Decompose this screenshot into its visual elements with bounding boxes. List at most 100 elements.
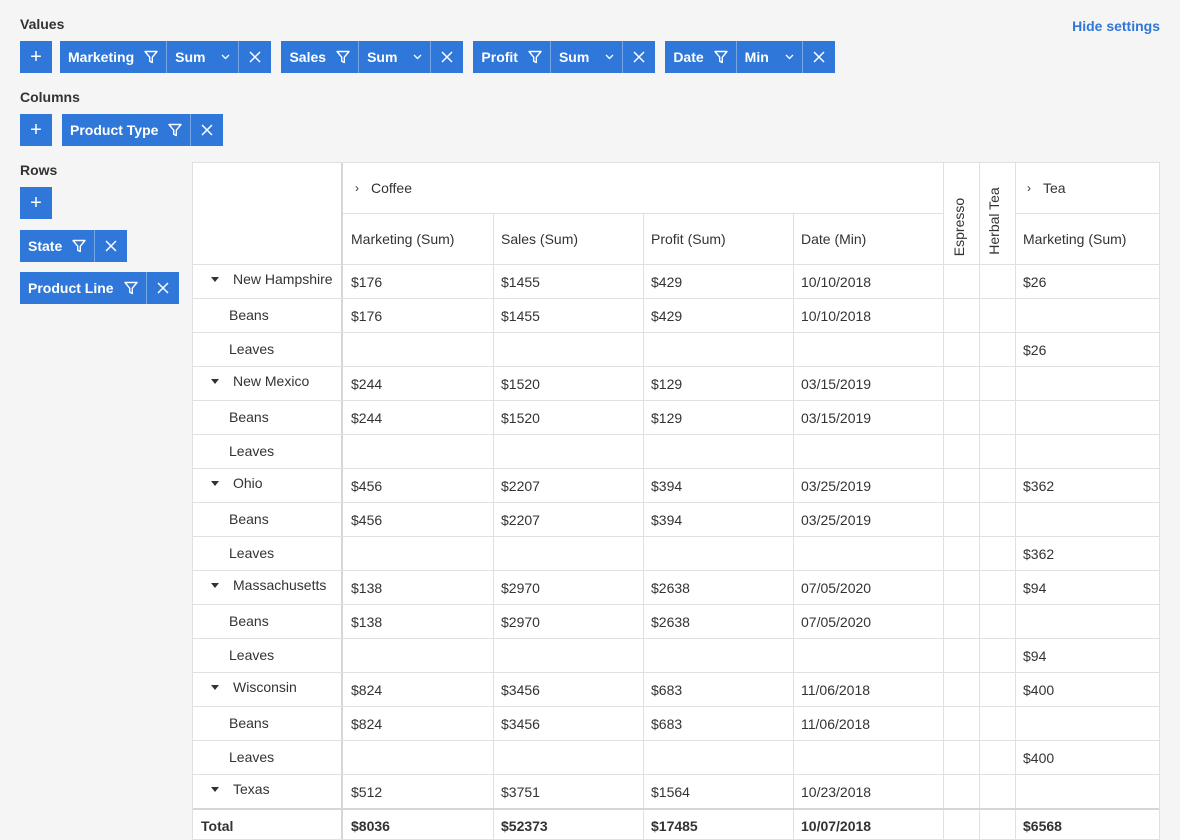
caret-down-icon[interactable]	[211, 481, 219, 486]
data-cell: $94	[1023, 648, 1047, 664]
data-cell: $2970	[501, 614, 540, 630]
col-header[interactable]: Sales (Sum)	[501, 230, 579, 247]
row-child-header: Beans	[193, 400, 341, 434]
value-pill-profit[interactable]: Profit Sum	[473, 41, 656, 73]
row-group-header[interactable]: New Hampshire	[193, 264, 341, 298]
value-pill-marketing[interactable]: Marketing Sum	[60, 41, 272, 73]
row-pill-state[interactable]: State	[20, 230, 128, 262]
data-cell: 03/15/2019	[801, 376, 872, 392]
value-pill-sales[interactable]: Sales Sum	[281, 41, 464, 73]
close-icon	[441, 51, 453, 63]
data-cell: $2207	[501, 512, 540, 528]
remove-column-button[interactable]	[191, 114, 223, 146]
data-cell	[351, 638, 491, 672]
data-cell	[801, 434, 941, 468]
data-cell: $129	[651, 376, 683, 392]
remove-row-button[interactable]	[95, 230, 127, 262]
data-cell: $1520	[501, 410, 540, 426]
row-group-header[interactable]: Wisconsin	[193, 672, 341, 706]
remove-value-button[interactable]	[623, 41, 655, 73]
row-label: Beans	[229, 715, 269, 731]
close-icon	[157, 282, 169, 294]
row-label: Leaves	[229, 749, 275, 765]
row-group-header[interactable]: Massachusetts	[193, 570, 341, 604]
data-cell: 03/25/2019	[801, 512, 872, 528]
columns-label: Columns	[20, 89, 80, 105]
data-cell: $400	[1023, 682, 1055, 698]
aggregation-select[interactable]: Min	[737, 41, 803, 73]
data-cell	[501, 740, 641, 774]
chevron-right-icon: ›	[355, 181, 359, 195]
col-group-label: Coffee	[371, 180, 412, 196]
filter-icon[interactable]	[123, 281, 138, 295]
data-cell	[1023, 434, 1159, 468]
add-value-button[interactable]: +	[20, 41, 52, 73]
hide-settings-link[interactable]: Hide settings	[1072, 18, 1160, 34]
data-cell	[1023, 706, 1159, 740]
col-group-espresso[interactable]: Espresso	[951, 197, 967, 257]
row-pill-product-line[interactable]: Product Line	[20, 272, 179, 304]
data-cell	[801, 740, 941, 774]
data-cell: $429	[651, 308, 683, 324]
filter-icon[interactable]	[713, 50, 728, 64]
caret-down-icon[interactable]	[211, 685, 219, 690]
col-header[interactable]: Marketing (Sum)	[351, 230, 455, 247]
row-child-header: Beans	[193, 502, 341, 536]
pivot-grid: › Coffee Espresso Herbal Tea › Tea Marke…	[192, 162, 1160, 840]
data-cell: $94	[1023, 580, 1047, 596]
remove-row-button[interactable]	[147, 272, 179, 304]
col-header[interactable]: Profit (Sum)	[651, 230, 726, 247]
col-group-coffee[interactable]: › Coffee	[343, 163, 943, 213]
data-cell: $2638	[651, 614, 690, 630]
data-cell	[501, 332, 641, 366]
value-field-label: Sales	[289, 49, 327, 65]
aggregation-label: Sum	[175, 49, 206, 65]
data-cell: $244	[351, 410, 383, 426]
data-cell: $683	[651, 682, 683, 698]
row-label: Beans	[229, 613, 269, 629]
remove-value-button[interactable]	[239, 41, 271, 73]
aggregation-select[interactable]: Sum	[167, 41, 240, 73]
data-cell: $3456	[501, 682, 540, 698]
data-cell: $244	[351, 376, 383, 392]
data-cell: 11/06/2018	[801, 682, 871, 698]
remove-value-button[interactable]	[431, 41, 463, 73]
caret-down-icon[interactable]	[211, 277, 219, 282]
close-icon	[201, 124, 213, 136]
data-cell	[1023, 502, 1159, 536]
caret-down-icon[interactable]	[211, 379, 219, 384]
values-label: Values	[20, 16, 65, 32]
remove-value-button[interactable]	[803, 41, 835, 73]
filter-icon[interactable]	[528, 50, 542, 64]
data-cell: $138	[351, 580, 383, 596]
caret-down-icon[interactable]	[211, 583, 219, 588]
value-pill-date[interactable]: Date Min	[665, 41, 835, 73]
data-cell	[501, 536, 641, 570]
col-group-herbal-tea[interactable]: Herbal Tea	[986, 187, 1002, 255]
add-column-button[interactable]: +	[20, 114, 52, 146]
data-cell: $394	[651, 512, 683, 528]
filter-icon[interactable]	[72, 239, 86, 253]
row-field-label: State	[28, 238, 63, 254]
col-header[interactable]: Marketing (Sum)	[1023, 230, 1127, 247]
row-group-header[interactable]: Texas	[193, 774, 341, 808]
col-header[interactable]: Date (Min)	[801, 230, 867, 247]
row-label: New Mexico	[233, 373, 310, 389]
column-pill-product-type[interactable]: Product Type	[62, 114, 224, 146]
caret-down-icon[interactable]	[211, 787, 219, 792]
col-group-tea[interactable]: › Tea	[1015, 163, 1159, 213]
aggregation-select[interactable]: Sum	[551, 41, 624, 73]
data-cell: $176	[351, 274, 383, 290]
row-label: Leaves	[229, 647, 275, 663]
aggregation-select[interactable]: Sum	[359, 41, 432, 73]
filter-icon[interactable]	[144, 50, 158, 64]
close-icon	[633, 51, 645, 63]
add-row-button[interactable]: +	[20, 187, 52, 219]
total-cell: $52373	[501, 817, 548, 834]
filter-icon[interactable]	[336, 50, 350, 64]
data-cell: $26	[1023, 342, 1047, 358]
filter-icon[interactable]	[168, 123, 183, 137]
row-group-header[interactable]: New Mexico	[193, 366, 341, 400]
aggregation-label: Min	[744, 49, 769, 65]
row-group-header[interactable]: Ohio	[193, 468, 341, 502]
